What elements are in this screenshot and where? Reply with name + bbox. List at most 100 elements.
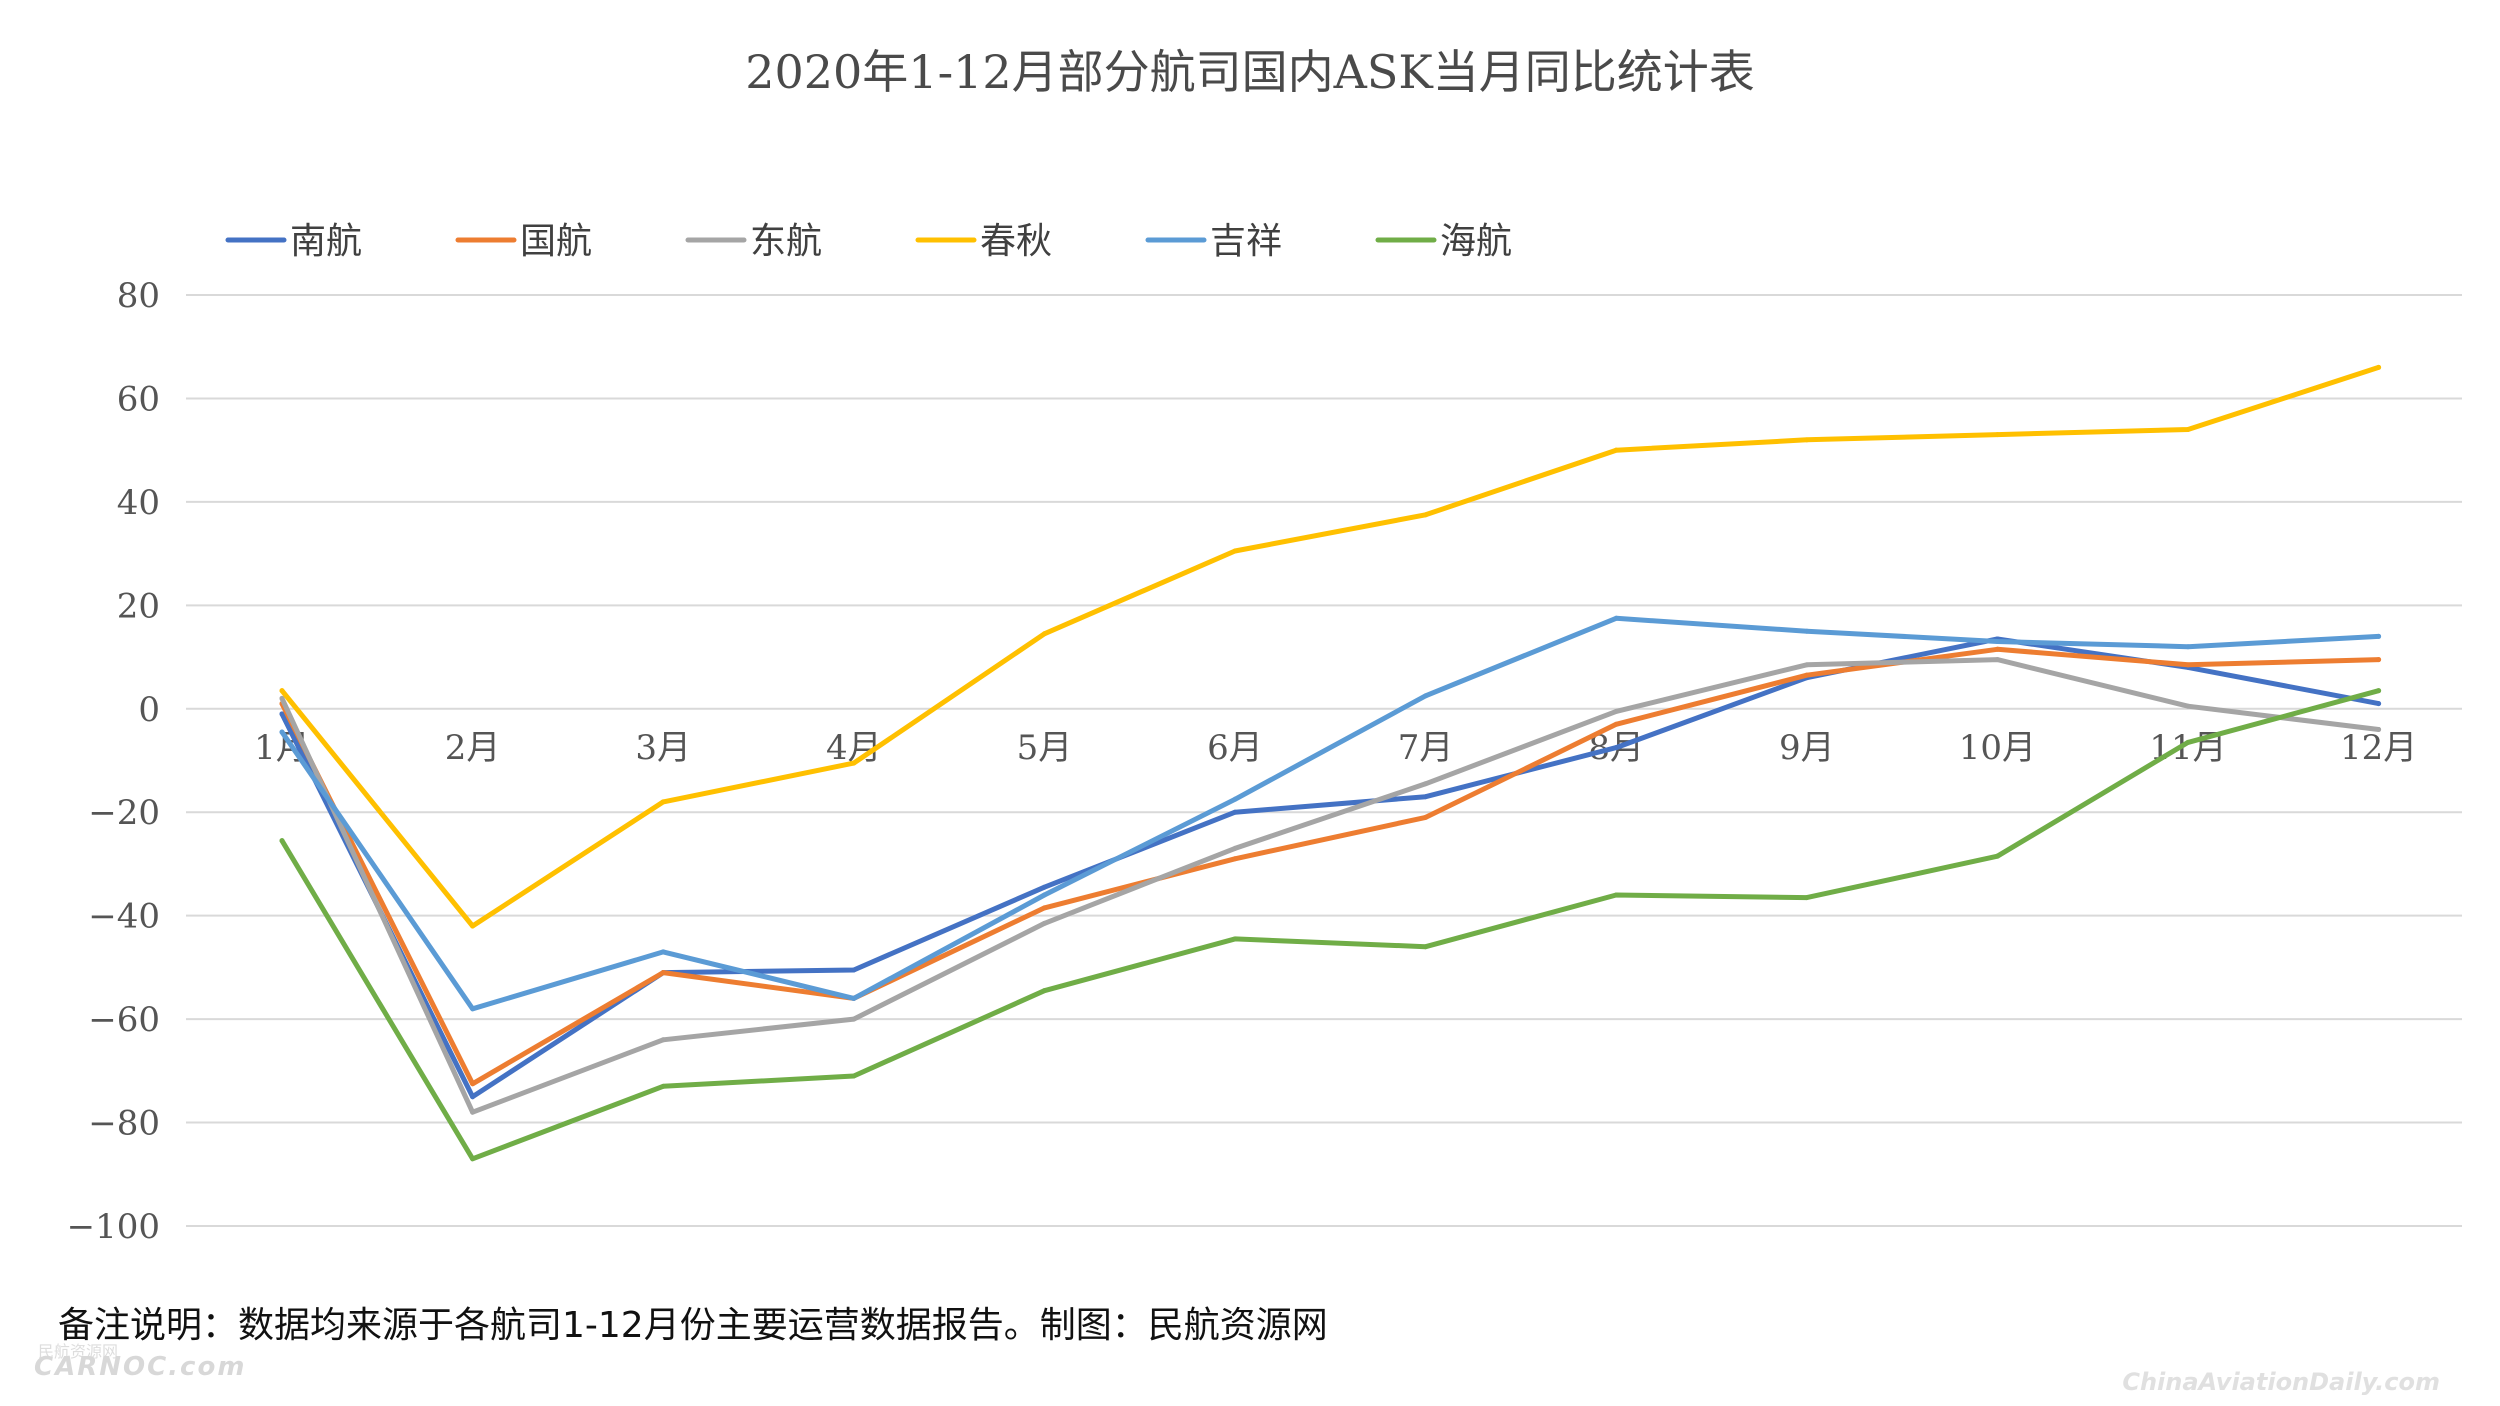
series-line-0 (279, 636, 2382, 1100)
legend-label: 吉祥 (1210, 221, 1282, 262)
data-point (279, 695, 285, 701)
data-point (1804, 895, 1810, 901)
data-point (851, 1073, 857, 1079)
y-tick-label: 80 (117, 276, 160, 316)
y-tick-label: 20 (117, 586, 160, 626)
y-axis: 80 60 40 20 0 −20 −40 −60 −80 −100 (67, 276, 160, 1247)
data-point (470, 1081, 476, 1087)
y-tick-label: −40 (88, 897, 160, 937)
data-point (1423, 814, 1429, 820)
data-point (1613, 892, 1619, 898)
data-point (279, 688, 285, 694)
data-point (851, 967, 857, 973)
legend-label: 国航 (520, 221, 592, 262)
data-point (1423, 693, 1429, 699)
legend-label: 南航 (290, 221, 362, 262)
data-point (1613, 721, 1619, 727)
legend-label: 春秋 (980, 221, 1052, 262)
data-point (470, 1094, 476, 1100)
data-point (1994, 853, 2000, 859)
data-point (1804, 437, 1810, 443)
series-line-5 (279, 688, 2382, 1162)
series-lines (279, 364, 2382, 1162)
data-point (1232, 548, 1238, 554)
data-point (660, 799, 666, 805)
data-point (1041, 988, 1047, 994)
data-point (2376, 364, 2382, 370)
series-line-4 (279, 615, 2382, 1012)
watermark-right: ChinaAviationDaily.com (2122, 1368, 2440, 1396)
data-point (2185, 426, 2191, 432)
data-point (279, 838, 285, 844)
data-point (2376, 657, 2382, 663)
y-tick-label: −20 (88, 793, 160, 833)
x-tick-label: 3月 (635, 728, 691, 768)
x-tick-label: 10月 (1959, 728, 2036, 768)
data-point (1994, 639, 2000, 645)
y-tick-label: −80 (88, 1104, 160, 1144)
x-tick-label: 5月 (1017, 728, 1073, 768)
y-tick-label: 0 (138, 690, 160, 730)
data-point (2185, 703, 2191, 709)
data-point (1613, 447, 1619, 453)
data-point (1041, 920, 1047, 926)
data-point (1041, 892, 1047, 898)
data-point (1994, 646, 2000, 652)
watermark-left: CARNOC.com (34, 1352, 247, 1382)
series-line-3 (279, 364, 2382, 929)
data-point (470, 1156, 476, 1162)
data-point (1232, 809, 1238, 815)
x-tick-label: 6月 (1207, 728, 1263, 768)
x-tick-label: 7月 (1398, 728, 1454, 768)
x-axis: 1月 2月 3月 4月 5月 6月 7月 8月 9月 10月 11月 12月 (254, 728, 2417, 768)
series-line-2 (279, 657, 2382, 1115)
data-point (2376, 688, 2382, 694)
data-point (2185, 644, 2191, 650)
y-tick-label: −60 (88, 1000, 160, 1040)
data-point (470, 1006, 476, 1012)
data-point (1041, 884, 1047, 890)
data-point (660, 970, 666, 976)
data-point (1994, 657, 2000, 663)
data-point (2376, 701, 2382, 707)
legend-label: 东航 (750, 221, 822, 262)
data-point (2185, 739, 2191, 745)
footnote: 备注说明：数据均来源于各航司1-12月份主要运营数据报告。制图：民航资源网 (58, 1305, 1328, 1346)
data-point (1423, 944, 1429, 950)
gridlines (186, 294, 2462, 1227)
x-tick-label: 2月 (445, 728, 501, 768)
y-tick-label: 40 (117, 483, 160, 523)
data-point (1613, 708, 1619, 714)
data-point (1232, 796, 1238, 802)
data-point (1423, 781, 1429, 787)
data-point (1423, 794, 1429, 800)
data-point (1804, 672, 1810, 678)
data-point (2185, 662, 2191, 668)
data-point (279, 711, 285, 717)
data-point (1804, 628, 1810, 634)
data-point (851, 995, 857, 1001)
data-point (660, 1083, 666, 1089)
data-point (1613, 745, 1619, 751)
x-tick-label: 12月 (2340, 728, 2417, 768)
data-point (1804, 662, 1810, 668)
data-point (1232, 845, 1238, 851)
data-point (470, 1109, 476, 1115)
legend-label: 海航 (1440, 221, 1512, 262)
x-tick-label: 9月 (1779, 728, 1835, 768)
chart-title: 2020年1-12月部分航司国内ASK当月同比统计表 (745, 45, 1755, 99)
data-point (851, 760, 857, 766)
legend: 南航 国航 东航 春秋 吉祥 海航 (225, 221, 1512, 262)
watermark-left-small: 民航资源网 (38, 1342, 119, 1361)
data-point (2376, 633, 2382, 639)
data-point (1232, 936, 1238, 942)
data-point (660, 1037, 666, 1043)
data-point (660, 949, 666, 955)
data-point (1423, 512, 1429, 518)
data-point (1994, 432, 2000, 438)
y-tick-label: 60 (117, 379, 160, 419)
data-point (851, 1016, 857, 1022)
data-point (1613, 615, 1619, 621)
data-point (279, 729, 285, 735)
